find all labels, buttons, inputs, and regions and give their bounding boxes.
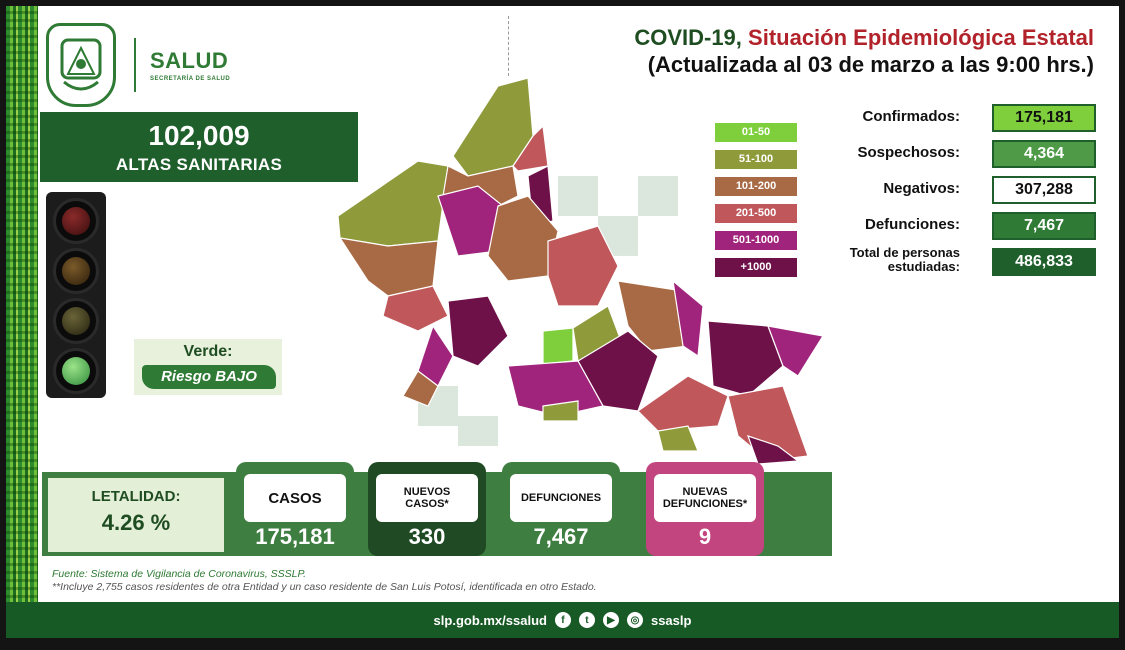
stat-label: Total de personas estudiadas: xyxy=(849,245,960,274)
letalidad-label: LETALIDAD: xyxy=(91,488,181,505)
stat-label: Defunciones: xyxy=(864,216,960,233)
metric-nuevos-casos: NUEVOS CASOS* 330 xyxy=(368,462,486,556)
decorative-border xyxy=(6,6,38,638)
instagram-icon[interactable]: ◎ xyxy=(626,612,643,628)
footer-bar: slp.gob.mx/ssalud f t ▶ ◎ ssaslp xyxy=(6,602,1119,638)
region-se-red xyxy=(637,375,729,432)
footer-url[interactable]: slp.gob.mx/ssalud xyxy=(433,612,547,628)
metric-value: 175,181 xyxy=(255,524,335,549)
source-line: Fuente: Sistema de Vigilancia de Coronav… xyxy=(52,568,307,580)
region-center-red xyxy=(547,225,619,307)
map-legend: 01-50 51-100 101-200 201-500 501-1000 +1… xyxy=(715,123,797,285)
region-huasteca-plum xyxy=(707,320,784,397)
stat-value: 175,181 xyxy=(992,104,1096,132)
metric-defunciones: DEFUNCIONES 7,467 xyxy=(502,462,620,556)
letalidad-value: 4.26 % xyxy=(101,510,171,535)
title-updated: (Actualizada al 03 de marzo a las 9:00 h… xyxy=(647,52,1094,77)
stat-confirmados: Confirmados: 175,181 xyxy=(822,102,1112,138)
altas-value: 102,009 xyxy=(148,120,250,151)
coat-of-arms-icon xyxy=(46,23,116,107)
legend-item-3: 101-200 xyxy=(715,177,797,196)
stat-sospechosos: Sospechosos: 4,364 xyxy=(822,138,1112,174)
stat-negativos: Negativos: 307,288 xyxy=(822,174,1112,210)
stat-total-estudiadas: Total de personas estudiadas: 486,833 xyxy=(822,246,1112,282)
title-situacion: Situación Epidemiológica Estatal xyxy=(748,25,1094,50)
stat-label: Negativos: xyxy=(883,180,960,197)
brand-name: SALUD xyxy=(150,48,229,73)
state-map xyxy=(337,77,824,465)
stat-label: Sospechosos: xyxy=(857,144,960,161)
region-south-brown xyxy=(402,370,439,407)
brand-subtitle: SECRETARÍA DE SALUD xyxy=(150,76,231,82)
legend-item-6: +1000 xyxy=(715,258,797,277)
region-green-light xyxy=(542,327,574,365)
page-title: COVID-19, Situación Epidemiológica Estat… xyxy=(546,24,1094,78)
altas-label: ALTAS SANITARIAS xyxy=(115,155,283,174)
metric-label: NUEVAS DEFUNCIONES* xyxy=(654,474,756,522)
metric-value: 7,467 xyxy=(533,524,589,549)
region-tip-dark xyxy=(747,435,800,465)
yellow-light xyxy=(53,298,99,344)
green-light xyxy=(53,348,99,394)
traffic-light-icon xyxy=(46,192,106,398)
region-sw-plum xyxy=(447,295,509,367)
stat-label: Confirmados: xyxy=(862,108,961,125)
youtube-icon[interactable]: ▶ xyxy=(602,612,619,628)
orange-light xyxy=(53,248,99,294)
red-light xyxy=(53,198,99,244)
risk-level-box: Verde: Riesgo BAJO xyxy=(134,339,282,395)
stat-defunciones: Defunciones: 7,467 xyxy=(822,210,1112,246)
stat-value: 307,288 xyxy=(992,176,1096,204)
region-east-purple xyxy=(672,279,704,358)
metric-casos: CASOS 175,181 xyxy=(236,462,354,556)
letalidad-box: LETALIDAD: 4.26 % xyxy=(48,478,224,552)
map-background-pattern xyxy=(418,176,678,446)
region-east-brown xyxy=(617,280,689,352)
region-sw-red xyxy=(382,285,449,332)
stat-value: 4,364 xyxy=(992,140,1096,168)
risk-color-label: Verde: xyxy=(183,343,233,360)
sources-note: Fuente: Sistema de Vigilancia de Coronav… xyxy=(52,568,597,594)
footer-handle[interactable]: ssaslp xyxy=(650,612,692,628)
region-south-purple xyxy=(507,360,604,417)
region-n-red1 xyxy=(512,124,549,172)
metric-label: DEFUNCIONES xyxy=(510,474,612,522)
region-northwest xyxy=(337,160,449,247)
region-huasteca-east xyxy=(767,325,824,377)
region-west-brown xyxy=(338,237,439,297)
legend-item-1: 01-50 xyxy=(715,123,797,142)
infographic-card: SALUD SECRETARÍA DE SALUD COVID-19, Situ… xyxy=(6,6,1119,638)
risk-level-badge: Riesgo BAJO xyxy=(142,365,276,389)
metric-value: 330 xyxy=(408,524,446,549)
facebook-icon[interactable]: f xyxy=(554,612,571,628)
region-south-olive xyxy=(542,400,579,422)
legend-item-5: 501-1000 xyxy=(715,231,797,250)
stat-value: 486,833 xyxy=(992,248,1096,276)
logo-divider xyxy=(134,38,136,92)
legend-item-2: 51-100 xyxy=(715,150,797,169)
logo-block: SALUD SECRETARÍA DE SALUD xyxy=(46,20,256,110)
footnote-line: **Incluye 2,755 casos residentes de otra… xyxy=(52,581,597,593)
twitter-icon[interactable]: t xyxy=(578,612,595,628)
title-covid: COVID-19, xyxy=(634,25,742,50)
stat-value: 7,467 xyxy=(992,212,1096,240)
dashed-divider xyxy=(508,16,509,76)
metric-nuevas-defunciones: NUEVAS DEFUNCIONES* 9 xyxy=(646,462,764,556)
metric-value: 9 xyxy=(698,524,712,549)
stats-panel: Confirmados: 175,181 Sospechosos: 4,364 … xyxy=(822,102,1112,282)
altas-sanitarias-box: 102,009 ALTAS SANITARIAS xyxy=(40,112,358,182)
metric-label: NUEVOS CASOS* xyxy=(376,474,478,522)
legend-item-4: 201-500 xyxy=(715,204,797,223)
region-se-olive xyxy=(657,425,699,452)
metric-label: CASOS xyxy=(244,474,346,522)
